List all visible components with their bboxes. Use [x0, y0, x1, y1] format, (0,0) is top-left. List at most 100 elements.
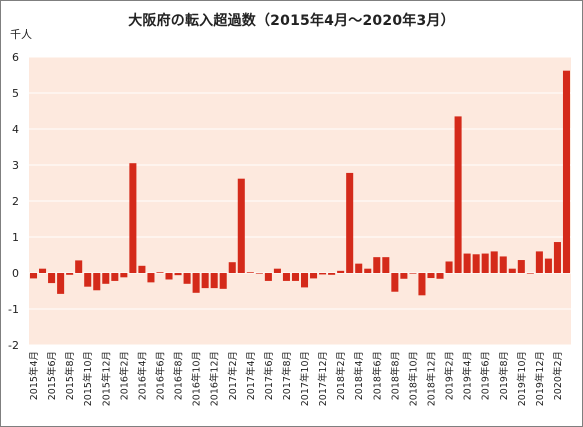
bar: [418, 273, 426, 296]
bar: [454, 116, 462, 274]
x-tick-label: 2015年6月: [46, 351, 58, 400]
bars: [29, 70, 571, 296]
bar: [499, 256, 507, 273]
x-tick-label: 2019年2月: [444, 351, 456, 400]
y-tick-label: 5: [12, 87, 19, 100]
bar: [129, 163, 137, 273]
bar: [481, 253, 489, 273]
x-tick-label: 2019年6月: [480, 351, 492, 400]
x-tick-label: 2017年10月: [299, 351, 311, 406]
y-tick-label: 2: [12, 195, 19, 208]
bar: [75, 260, 83, 273]
x-tick-label: 2016年10月: [191, 351, 203, 406]
x-tick-label: 2019年4月: [462, 351, 474, 400]
bar: [246, 272, 254, 273]
bar: [84, 273, 92, 287]
bar: [535, 251, 543, 273]
x-axis-ticks: 2015年4月 2015年6月 2015年8月 2015年10月 2015年12月 201…: [28, 351, 564, 406]
bar: [57, 273, 65, 294]
x-tick-label: 2016年6月: [154, 351, 166, 400]
bar: [517, 260, 525, 273]
bar: [201, 273, 209, 289]
bar: [210, 273, 218, 289]
bar: [382, 257, 390, 273]
bar: [102, 273, 110, 284]
x-tick-label: 2018年4月: [353, 351, 365, 400]
bar: [400, 273, 408, 279]
x-tick-label: 2017年12月: [317, 351, 329, 406]
bar: [291, 273, 300, 281]
bar: [310, 273, 318, 279]
x-tick-label: 2020年2月: [552, 351, 564, 400]
gridlines: [29, 56, 571, 346]
bar: [337, 270, 345, 273]
bar: [373, 257, 381, 273]
bar: [93, 273, 101, 291]
x-tick-label: 2016年8月: [173, 351, 185, 400]
x-tick-label: 2015年4月: [28, 351, 40, 400]
y-tick-label: -1: [8, 303, 19, 316]
bar: [508, 268, 516, 273]
x-tick-label: 2019年8月: [498, 351, 510, 400]
bar: [328, 273, 336, 275]
bar: [174, 273, 182, 276]
bar: [463, 253, 471, 273]
bar: [319, 273, 327, 275]
y-tick-label: -2: [8, 339, 19, 352]
bar: [427, 273, 435, 279]
bar: [355, 263, 363, 273]
x-tick-label: 2019年12月: [534, 351, 546, 406]
bar: [156, 272, 164, 273]
bar: [237, 178, 245, 273]
y-tick-label: 0: [12, 267, 19, 280]
bar: [219, 273, 227, 289]
y-unit-label: 千人: [10, 28, 32, 41]
bar: [300, 273, 309, 288]
bar: [39, 268, 47, 273]
x-tick-label: 2018年2月: [335, 351, 347, 400]
bar: [255, 273, 263, 274]
bar: [445, 261, 453, 273]
x-tick-label: 2016年2月: [118, 351, 130, 400]
bar: [192, 273, 200, 293]
x-tick-label: 2017年6月: [263, 351, 275, 400]
x-tick-label: 2017年4月: [245, 351, 257, 400]
x-tick-label: 2018年12月: [425, 351, 437, 406]
x-tick-label: 2015年10月: [82, 351, 94, 406]
x-tick-label: 2018年10月: [407, 351, 419, 406]
bar: [553, 242, 561, 273]
x-tick-label: 2018年8月: [389, 351, 401, 400]
chart-title: 大阪府の転入超過数（2015年4月～2020年3月）: [128, 13, 455, 29]
bar: [147, 273, 155, 283]
bar: [544, 258, 552, 273]
y-tick-label: 4: [12, 123, 19, 136]
bar: [490, 251, 498, 273]
x-tick-label: 2017年8月: [281, 351, 293, 400]
x-tick-label: 2015年8月: [64, 351, 76, 400]
x-tick-label: 2016年4月: [136, 351, 148, 400]
bar: [66, 273, 74, 275]
bar: [264, 273, 272, 281]
bar: [273, 268, 281, 273]
y-tick-label: 3: [12, 159, 19, 172]
bar: [29, 273, 38, 279]
bar: [364, 268, 372, 273]
bar: [165, 273, 173, 280]
bar: [282, 273, 290, 281]
bar: [409, 273, 417, 274]
bar: [472, 254, 480, 273]
bar: [111, 273, 119, 281]
y-axis-ticks: -2 -1 0 1 2 3 4 5 6: [8, 51, 19, 352]
x-tick-label: 2016年12月: [209, 351, 221, 406]
x-tick-label: 2017年2月: [227, 351, 239, 400]
bar: [391, 273, 399, 292]
bar: [526, 273, 534, 274]
bar: [183, 273, 191, 284]
bar: [436, 273, 444, 279]
bar: [346, 172, 354, 273]
x-tick-label: 2018年6月: [371, 351, 383, 400]
x-tick-label: 2015年12月: [100, 351, 112, 406]
y-tick-label: 1: [12, 231, 19, 244]
y-tick-label: 6: [12, 51, 19, 64]
